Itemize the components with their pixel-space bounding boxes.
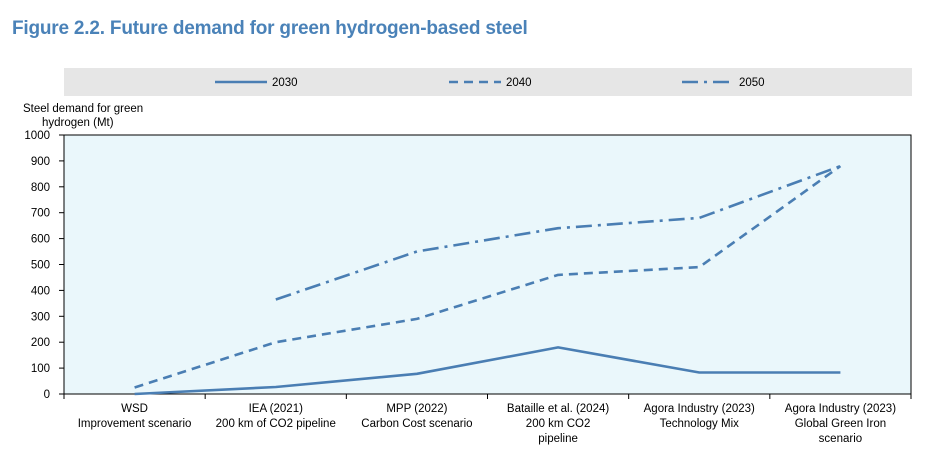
legend-label-2030: 2030 (272, 77, 298, 89)
y-tick-label: 100 (31, 363, 50, 375)
series-line-2030 (134, 346, 841, 396)
x-tick-label: Agora Industry (2023) Global Green Iron sc… (785, 403, 896, 445)
y-tick-label: 300 (31, 311, 50, 323)
x-tick-label: IEA (2021) 200 km of CO2 pipeline (216, 403, 336, 430)
plot-area (63, 134, 912, 395)
y-tick-label: 700 (31, 208, 50, 220)
y-axis-label-line: Steel demand for green (23, 103, 143, 115)
y-tick-label: 1000 (24, 130, 50, 142)
legend-label-2050: 2050 (739, 77, 765, 89)
x-axis: WSD Improvement scenario IEA (2021) 200 km … (63, 394, 912, 445)
y-axis-label-line: hydrogen (Mt) (42, 117, 114, 129)
plot-background (63, 134, 912, 395)
x-tick-label: Bataille et al. (2024) 200 km CO2 pipeline (507, 403, 609, 445)
legend-label-2040: 2040 (506, 77, 532, 89)
y-axis-label: Steel demand for green hydrogen (Mt) (23, 103, 143, 129)
x-tick-label: Agora Industry (2023) Technology Mix (644, 403, 755, 430)
y-tick-label: 800 (31, 182, 50, 194)
series-line-2050 (275, 164, 841, 301)
y-tick-label: 400 (31, 285, 50, 297)
y-tick-label: 200 (31, 337, 50, 349)
y-tick-label: 900 (31, 156, 50, 168)
legend: 2030 2040 2050 (64, 68, 912, 96)
series-line-2040 (134, 165, 842, 389)
y-tick-label: 0 (44, 389, 50, 401)
y-tick-label: 600 (31, 234, 50, 246)
y-tick-label: 500 (31, 260, 50, 272)
series-layer (134, 164, 842, 396)
x-tick-label: MPP (2022) Carbon Cost scenario (361, 403, 472, 430)
y-axis: 0 100 200 300 400 500 600 700 800 900 1000 (24, 130, 64, 401)
figure-title: Figure 2.2. Future demand for green hydr… (12, 18, 528, 39)
x-tick-label: WSD Improvement scenario (78, 403, 192, 430)
